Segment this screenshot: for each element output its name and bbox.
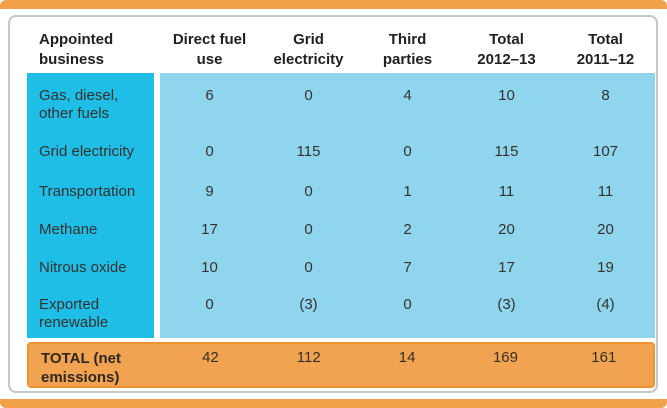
- value-cell: 1: [403, 183, 412, 200]
- table-row: Nitrous oxide 10 0 7 17 19: [27, 245, 655, 282]
- total-row: TOTAL (net emissions) 42 112 14 169 161: [27, 342, 655, 388]
- table-row: Gas, diesel, other fuels 6 0 4 10 8: [27, 73, 655, 129]
- row-label: Methane: [39, 221, 98, 238]
- header-line: Direct fuel: [172, 31, 247, 48]
- header-line: Grid: [293, 31, 324, 48]
- value-cell: 11: [597, 183, 614, 200]
- value-cell: 11: [498, 183, 515, 200]
- header-line: business: [39, 51, 105, 68]
- value-cell: 20: [597, 221, 614, 238]
- table-row: Transportation 9 0 1 11 11: [27, 169, 655, 207]
- emissions-table: Appointed business Direct fuel use Grid …: [8, 15, 658, 393]
- header-cell-grid-electricity: Grid electricity: [259, 30, 358, 72]
- value-cell: 19: [597, 259, 614, 276]
- total-value-cell: 14: [398, 349, 416, 366]
- row-label: Gas, diesel, other fuels: [39, 87, 119, 122]
- value-cell: 0: [304, 259, 313, 276]
- header-cell-third-parties: Third parties: [358, 30, 457, 72]
- header-cell-appointed-business: Appointed business: [27, 30, 154, 72]
- value-cell: (4): [596, 296, 615, 313]
- header-line: 2011–12: [576, 51, 635, 68]
- header-line: Third: [388, 31, 427, 48]
- header-line: use: [196, 51, 223, 68]
- header-cell-total-2012-13: Total 2012–13: [457, 30, 556, 72]
- value-cell: 115: [296, 143, 321, 160]
- value-cell: 17: [201, 221, 218, 238]
- total-label: TOTAL (net emissions): [41, 350, 121, 386]
- value-cell: 9: [205, 183, 214, 200]
- total-value-cell: 169: [492, 349, 518, 366]
- value-cell: 0: [205, 143, 214, 160]
- header-line: parties: [382, 51, 433, 68]
- value-cell: 0: [304, 183, 313, 200]
- data-area-background: [160, 73, 655, 338]
- value-cell: 0: [403, 296, 412, 313]
- value-cell: 2: [403, 221, 412, 238]
- total-value-cell: 112: [296, 349, 321, 366]
- value-cell: 7: [403, 259, 412, 276]
- total-value-cell: 42: [202, 349, 219, 366]
- table-header-row: Appointed business Direct fuel use Grid …: [27, 30, 655, 72]
- header-line: electricity: [273, 51, 344, 68]
- bottom-accent-bar: [0, 399, 667, 408]
- label-column-background: [27, 73, 154, 338]
- value-cell: 0: [304, 87, 313, 104]
- value-cell: (3): [299, 296, 318, 313]
- header-line: Total: [489, 31, 524, 48]
- value-cell: 20: [498, 221, 515, 238]
- value-cell: 107: [592, 143, 619, 160]
- header-cell-direct-fuel-use: Direct fuel use: [160, 30, 259, 72]
- row-label: Nitrous oxide: [39, 259, 127, 276]
- value-cell: 8: [601, 87, 610, 104]
- header-line: Total: [588, 31, 623, 48]
- value-cell: (3): [497, 296, 516, 313]
- header-cell-total-2011-12: Total 2011–12: [556, 30, 655, 72]
- header-line: Appointed: [39, 31, 114, 48]
- row-label: Transportation: [39, 183, 136, 200]
- value-cell: 0: [304, 221, 313, 238]
- row-label: Grid electricity: [39, 143, 135, 160]
- total-value-cell: 161: [591, 349, 617, 366]
- row-label: Exported renewable: [39, 296, 109, 331]
- table-row: Grid electricity 0 115 0 115 107: [27, 129, 655, 169]
- value-cell: 4: [403, 87, 412, 104]
- header-line: 2012–13: [477, 51, 536, 68]
- table-row: Methane 17 0 2 20 20: [27, 207, 655, 245]
- table-row: Exported renewable 0 (3) 0 (3) (4): [27, 282, 655, 338]
- value-cell: 0: [403, 143, 412, 160]
- value-cell: 6: [205, 87, 214, 104]
- value-cell: 0: [205, 296, 214, 313]
- value-cell: 115: [494, 143, 519, 160]
- table-body: Gas, diesel, other fuels 6 0 4 10 8 Grid…: [27, 73, 655, 338]
- top-accent-bar: [0, 0, 667, 9]
- value-cell: 17: [498, 259, 515, 276]
- value-cell: 10: [498, 87, 515, 104]
- value-cell: 10: [201, 259, 218, 276]
